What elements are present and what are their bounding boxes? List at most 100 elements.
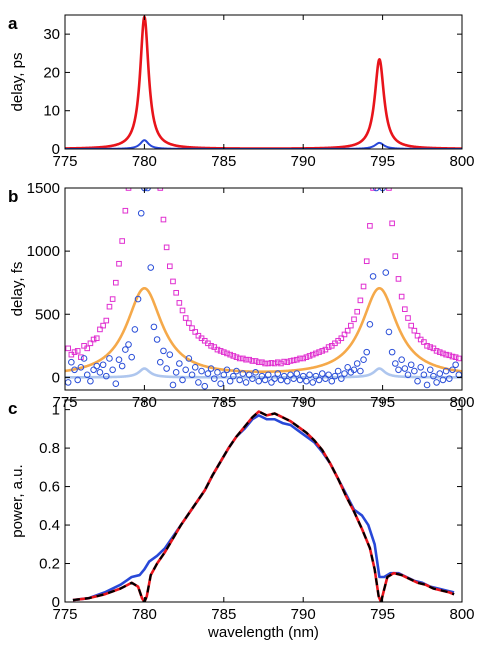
circle-marker [401,365,409,372]
square-marker [351,316,357,323]
panel-letter: a [8,14,18,33]
circle-marker [134,295,142,303]
x-tick-label: 775 [52,606,77,623]
circle-marker [176,360,183,367]
series-square-markers [65,188,462,367]
circle-marker [125,341,132,348]
circle-marker [417,363,425,371]
square-marker [255,359,262,366]
circle-marker [452,361,459,369]
circle-marker [217,380,224,387]
circle-marker [287,371,294,379]
square-marker [274,359,281,366]
square-marker [122,207,129,214]
circle-marker [264,371,272,379]
panel-c: 775 780 785 790 795 800 0 0.2 0.4 0.6 0.8 1 power, a… [8,399,475,641]
y-tick-label: 0 [52,141,60,158]
square-marker [421,339,427,345]
square-marker [74,348,81,354]
square-marker [249,358,256,364]
circle-marker [166,351,174,358]
square-marker [443,351,449,358]
circle-marker [65,379,72,386]
circle-marker [328,377,336,385]
square-marker [259,359,265,366]
circle-marker [169,381,177,389]
square-marker [357,297,364,304]
circle-marker [156,358,164,366]
y-tick-label: 0 [52,369,60,386]
circle-marker [210,375,218,382]
circle-marker [80,355,88,362]
square-marker [348,322,354,329]
square-marker [214,346,221,353]
square-marker [370,188,376,191]
square-marker [271,360,278,367]
circle-marker [398,356,405,364]
axes-frame [64,187,463,391]
circle-marker [426,366,434,374]
square-marker [354,308,360,315]
y-axis-label: power, a.u. [9,464,26,537]
square-marker [386,188,392,191]
circle-marker [290,375,297,382]
square-marker [268,360,275,366]
circle-marker [233,367,240,375]
circle-marker [223,366,231,374]
circle-marker [433,379,440,386]
circle-marker [102,372,110,380]
x-tick-label: 785 [211,153,236,170]
square-marker [303,354,310,360]
square-marker [316,349,322,355]
circle-marker [344,363,351,371]
square-marker [227,351,233,358]
circle-marker [293,370,301,377]
circle-marker [204,370,212,377]
square-marker [189,325,195,331]
square-marker [452,354,459,360]
square-marker [319,348,326,354]
square-marker [290,357,297,364]
square-marker [363,258,370,265]
square-marker [367,223,373,229]
panel-a: 775 780 785 790 795 800 0 10 20 30 delay, ps a [8,14,475,170]
circle-marker [71,366,78,374]
fit-line-1 [65,286,462,373]
plot-area [72,410,455,602]
circle-marker [445,375,453,382]
axes-frame [64,14,463,150]
x-tick-label: 780 [132,606,157,623]
square-marker [246,356,253,363]
square-marker [65,345,71,352]
circle-marker [299,372,307,380]
square-marker [208,343,214,349]
x-tick-label: 800 [449,153,474,170]
circle-marker [137,209,145,217]
plot-area [65,188,462,390]
y-tick-label: 0.4 [39,517,60,534]
circle-marker [87,377,94,385]
y-tick-label: 30 [43,26,60,43]
y-tick-label: 1000 [27,243,60,260]
square-marker [116,260,122,267]
circle-marker [195,379,202,386]
circle-marker [322,375,329,382]
axes-frame [64,399,463,603]
square-marker [230,353,237,359]
circle-marker [350,366,358,374]
square-marker [405,315,411,321]
panel-letter: b [8,187,18,206]
square-marker [113,279,119,286]
square-marker [71,349,78,355]
square-marker [398,293,405,300]
circle-marker [430,372,437,380]
circle-marker [252,369,259,376]
circle-marker [414,377,421,385]
circle-marker [198,367,205,375]
circle-marker [318,370,326,377]
x-tick-label: 795 [370,153,395,170]
square-marker [265,360,272,367]
circle-marker [77,363,85,371]
panel-letter: c [8,399,17,418]
square-marker [243,356,249,363]
